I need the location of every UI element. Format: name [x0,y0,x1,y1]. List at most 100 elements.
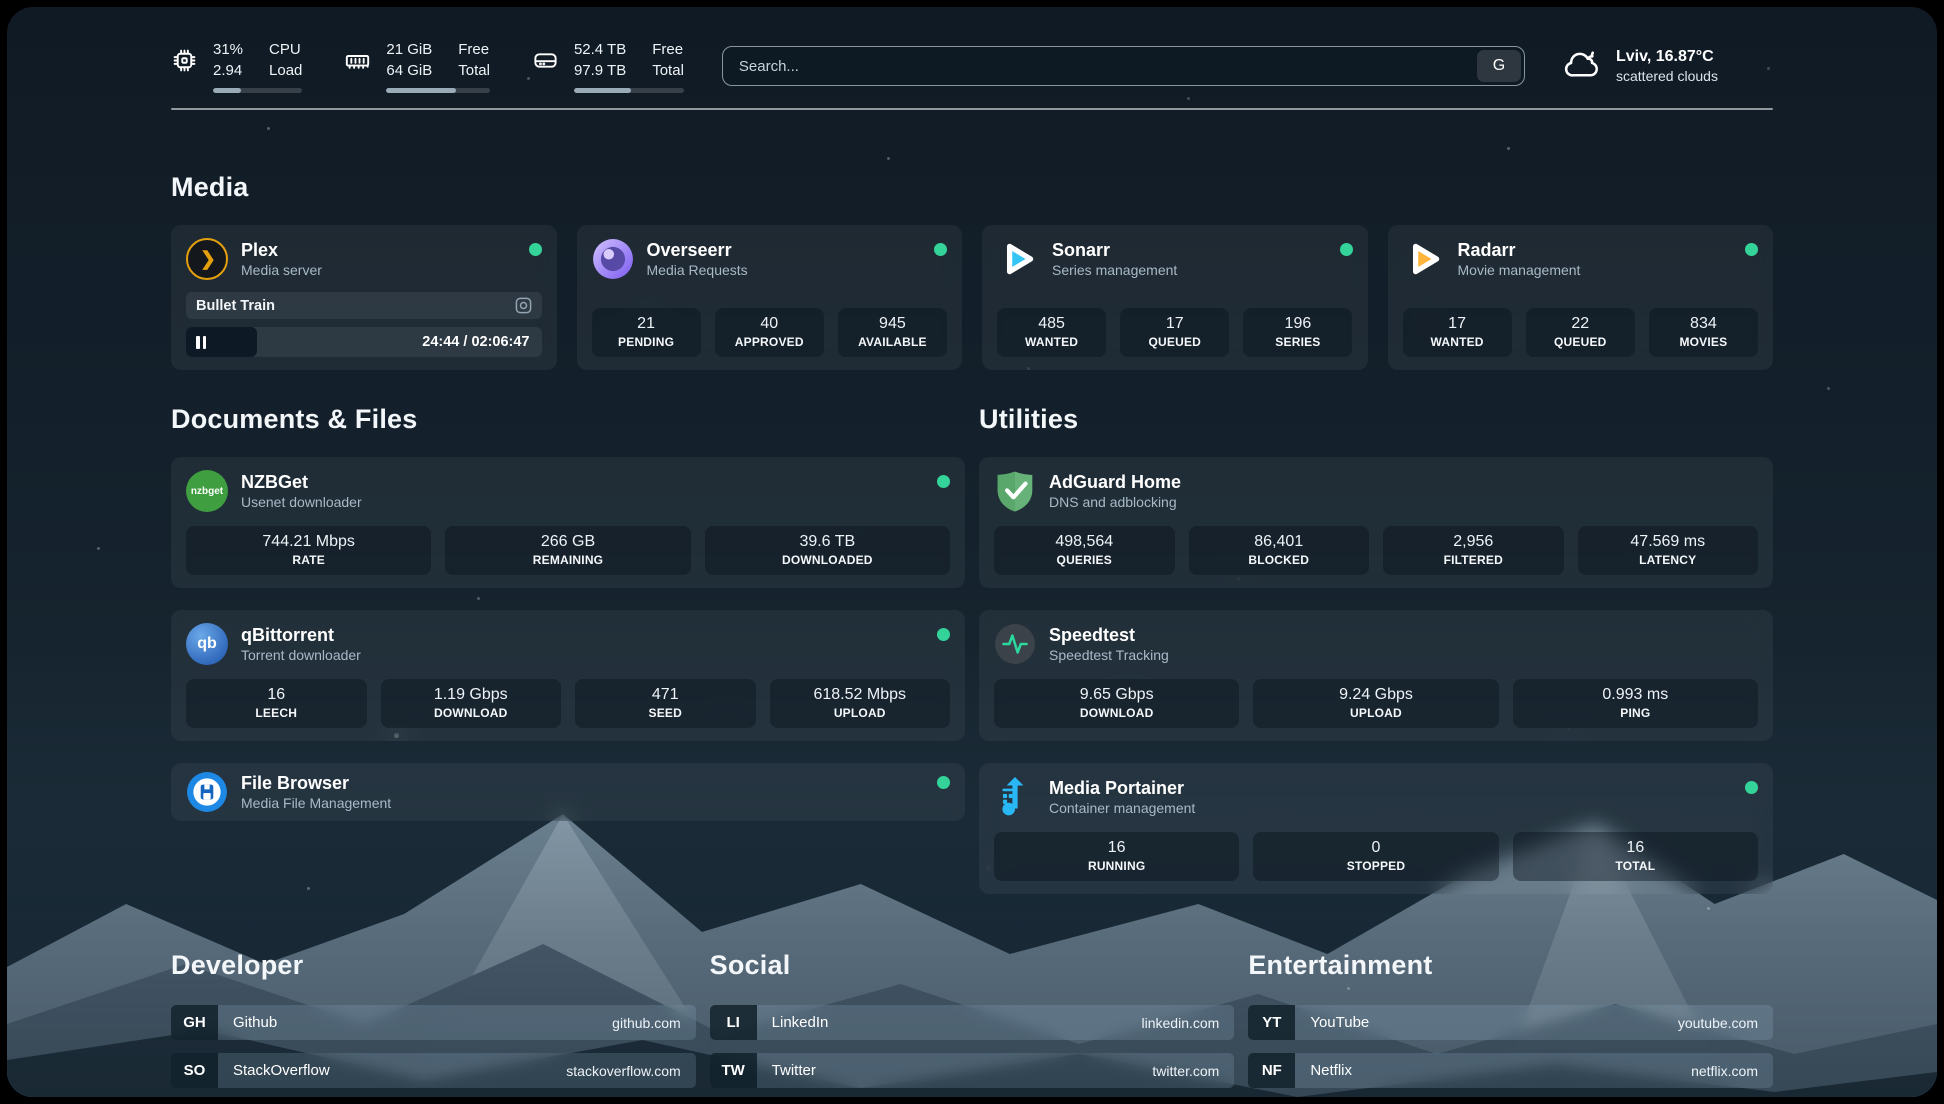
search-provider-button[interactable]: G [1477,50,1521,82]
speedtest-card[interactable]: Speedtest Speedtest Tracking 9.65 Gbps D… [979,610,1773,741]
bookmark-github[interactable]: GH Github github.com [171,1005,696,1040]
bookmark-url: stackoverflow.com [566,1062,681,1079]
status-online-dot [937,475,950,488]
bookmark-label: Netflix [1310,1062,1353,1079]
bookmark-url: github.com [612,1014,681,1031]
nzbget-card[interactable]: nzbget NZBGet Usenet downloader 744.21 M… [171,457,965,588]
adguard-icon [994,470,1036,512]
stats-row: 16 RUNNING 0 STOPPED 16 TOTAL [994,818,1758,881]
card-title: NZBGet [241,472,308,492]
bookmark-abbr: GH [171,1005,218,1040]
card-subtitle: Media Requests [646,262,748,278]
filebrowser-card[interactable]: File Browser Media File Management [171,763,965,821]
stat-available: 945 AVAILABLE [837,308,947,357]
bookmark-url: netflix.com [1691,1062,1758,1079]
bookmark-netflix[interactable]: NF Netflix netflix.com [1248,1053,1773,1088]
bookmark-url: linkedin.com [1141,1014,1220,1031]
stat-latency: 47.569 ms LATENCY [1577,526,1758,575]
now-playing-media-icon [515,297,531,314]
playback-time: 24:44 / 02:06:47 [422,334,530,350]
bookmark-twitter[interactable]: TW Twitter twitter.com [709,1053,1235,1088]
overseerr-card[interactable]: Overseerr Media Requests 21 PENDING 40 A… [576,225,962,370]
now-playing-title: Bullet Train [196,297,275,314]
section-title-developer: Developer [171,950,304,980]
documents-column: Documents & Files nzbget NZBGet Usenet d… [171,404,965,821]
disk-widget: 52.4 TB 97.9 TB Free Total [532,39,684,93]
card-title: Media Portainer [1049,778,1185,798]
portainer-icon [994,776,1036,818]
cpu-usage-value: 31% [213,41,244,58]
section-title-documents: Documents & Files [171,404,418,434]
stat-remaining: 266 GB REMAINING [445,526,691,575]
media-card-row: ❯ Plex Media server Bullet Train [171,225,1773,370]
search-input[interactable] [722,47,1474,85]
stat-download: 9.65 Gbps DOWNLOAD [994,679,1240,728]
bookmark-label: LinkedIn [771,1014,829,1031]
adguard-card[interactable]: AdGuard Home DNS and adblocking 498,564 … [979,457,1773,588]
bookmark-group-entertainment: Entertainment YT YouTube youtube.com NF … [1248,950,1773,1097]
card-subtitle: Container management [1049,800,1196,816]
bookmark-abbr: SO [171,1053,218,1088]
disk-progress-bar [573,88,684,93]
stat-series: 196 SERIES [1243,308,1353,357]
utilities-column: Utilities AdGuard Home [979,404,1773,894]
dashboard-page: 31% 2.94 CPU Load [7,7,1937,1097]
qbittorrent-icon: qb [186,623,228,665]
sonarr-card[interactable]: Sonarr Series management 485 WANTED 17 Q… [982,225,1368,370]
card-subtitle: Series management [1052,262,1178,278]
qbittorrent-card[interactable]: qb qBittorrent Torrent downloader 16 LEE… [171,610,965,741]
pause-icon[interactable] [196,335,206,349]
status-online-dot [937,628,950,641]
memory-free-value: 21 GiB [386,41,433,58]
cpu-progress-bar [213,88,303,93]
stats-row: 485 WANTED 17 QUEUED 196 SERIES [997,294,1353,357]
stats-row: 498,564 QUERIES 86,401 BLOCKED 2,956 FIL… [994,512,1758,575]
stat-upload: 618.52 Mbps UPLOAD [769,679,950,728]
card-title: Radarr [1457,240,1516,260]
bookmark-label: YouTube [1310,1014,1370,1031]
stat-queued: 22 QUEUED [1525,308,1635,357]
memory-free-label: Free [458,41,490,58]
search-bar: G [721,46,1525,86]
stat-blocked: 86,401 BLOCKED [1188,526,1369,575]
cloud-icon [1563,47,1603,86]
disk-free-label: Free [652,41,684,58]
bookmark-abbr: LI [709,1005,757,1040]
stat-seed: 471 SEED [575,679,756,728]
card-subtitle: Torrent downloader [241,647,361,663]
snow-particles [7,7,10,10]
header: 31% 2.94 CPU Load [171,39,1773,93]
bookmark-stackoverflow[interactable]: SO StackOverflow stackoverflow.com [171,1053,696,1088]
bookmark-abbr: YT [1248,1005,1296,1040]
cpu-usage-label: CPU [269,41,301,58]
stats-row: 744.21 Mbps RATE 266 GB REMAINING 39.6 T… [186,512,950,575]
section-title-entertainment: Entertainment [1248,950,1433,980]
cpu-widget: 31% 2.94 CPU Load [171,39,303,93]
stats-row: 21 PENDING 40 APPROVED 945 AVAILABLE [591,294,948,357]
bookmark-linkedin[interactable]: LI LinkedIn linkedin.com [709,1005,1235,1040]
nzbget-icon: nzbget [186,470,228,512]
weather-condition: scattered clouds [1616,68,1718,84]
overseerr-icon [592,238,634,280]
cpu-icon [171,47,198,79]
cpu-load-value: 2.94 [213,62,243,79]
memory-progress-fill [386,88,456,93]
section-title-utilities: Utilities [979,404,1079,434]
disk-free-value: 52.4 TB [573,41,627,58]
plex-card[interactable]: ❯ Plex Media server Bullet Train [171,225,557,370]
card-title: Speedtest [1049,625,1136,645]
bookmark-youtube[interactable]: YT YouTube youtube.com [1248,1005,1773,1040]
card-title: Sonarr [1052,240,1111,260]
radarr-card[interactable]: Radarr Movie management 17 WANTED 22 QUE… [1387,225,1773,370]
stat-leech: 16 LEECH [186,679,367,728]
card-title: Overseerr [646,240,732,260]
bookmark-abbr: TW [709,1053,757,1088]
status-online-dot [1745,243,1758,256]
bookmark-label: Twitter [771,1062,816,1079]
memory-total-value: 64 GiB [386,62,433,79]
section-title-media: Media [171,172,249,202]
card-title: File Browser [241,773,350,793]
weather-location-temp: Lviv, 16.87°C [1616,48,1714,65]
memory-total-label: Total [458,62,490,79]
portainer-card[interactable]: Media Portainer Container management 16 … [979,763,1773,894]
